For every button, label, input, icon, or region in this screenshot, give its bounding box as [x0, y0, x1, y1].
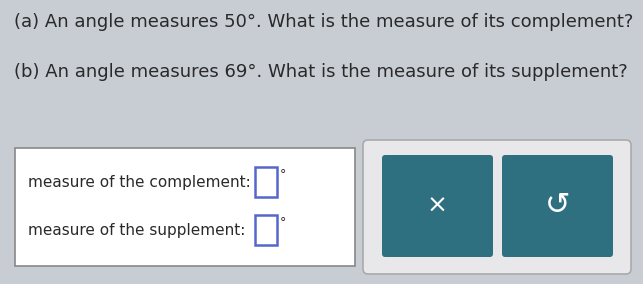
FancyBboxPatch shape — [15, 148, 355, 266]
Text: °: ° — [280, 168, 286, 181]
FancyBboxPatch shape — [382, 155, 493, 257]
FancyBboxPatch shape — [363, 140, 631, 274]
Text: °: ° — [280, 216, 286, 229]
Text: measure of the supplement:: measure of the supplement: — [28, 222, 246, 237]
FancyBboxPatch shape — [255, 215, 277, 245]
FancyBboxPatch shape — [502, 155, 613, 257]
Text: (b) An angle measures 69°. What is the measure of its supplement?: (b) An angle measures 69°. What is the m… — [14, 63, 628, 81]
Text: ×: × — [427, 194, 448, 218]
Text: (a) An angle measures 50°. What is the measure of its complement?: (a) An angle measures 50°. What is the m… — [14, 13, 633, 31]
FancyBboxPatch shape — [255, 167, 277, 197]
Text: ↺: ↺ — [545, 191, 570, 220]
Text: measure of the complement:: measure of the complement: — [28, 174, 251, 189]
